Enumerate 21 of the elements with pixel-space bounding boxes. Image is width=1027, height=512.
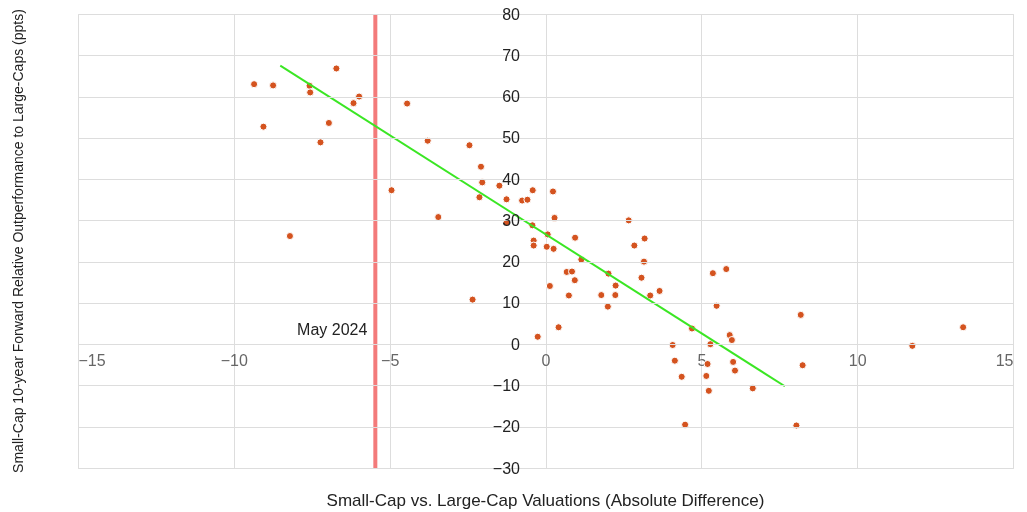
y-tick-label: −30 — [492, 459, 521, 477]
x-tick-label: 15 — [995, 351, 1014, 369]
y-tick-label: −10 — [492, 376, 521, 394]
y-axis-title: Small-Cap 10-year Forward Relative Outperformance to Large-Caps (ppts) — [10, 9, 26, 473]
y-tick-label: 70 — [502, 46, 521, 64]
y-tick-label: 20 — [502, 253, 521, 271]
y-tick-label: 80 — [502, 5, 521, 23]
x-tick-label: −10 — [220, 351, 249, 369]
x-tick-label: 10 — [848, 351, 867, 369]
y-tick-label: 10 — [502, 294, 521, 312]
x-tick-label: −5 — [381, 351, 400, 369]
ref-line-label: May 2024 — [297, 321, 368, 339]
y-tick-label: 0 — [511, 335, 521, 353]
x-axis-title: Small-Cap vs. Large-Cap Valuations (Absolute Difference) — [326, 491, 765, 510]
y-tick-label: 40 — [502, 170, 521, 188]
y-tick-label: 50 — [502, 129, 521, 147]
y-tick-label: 30 — [502, 211, 521, 229]
y-tick-label: 60 — [502, 88, 521, 106]
x-tick-label: 0 — [541, 351, 551, 369]
x-tick-label: −15 — [78, 351, 106, 369]
y-tick-label: −20 — [492, 418, 521, 436]
